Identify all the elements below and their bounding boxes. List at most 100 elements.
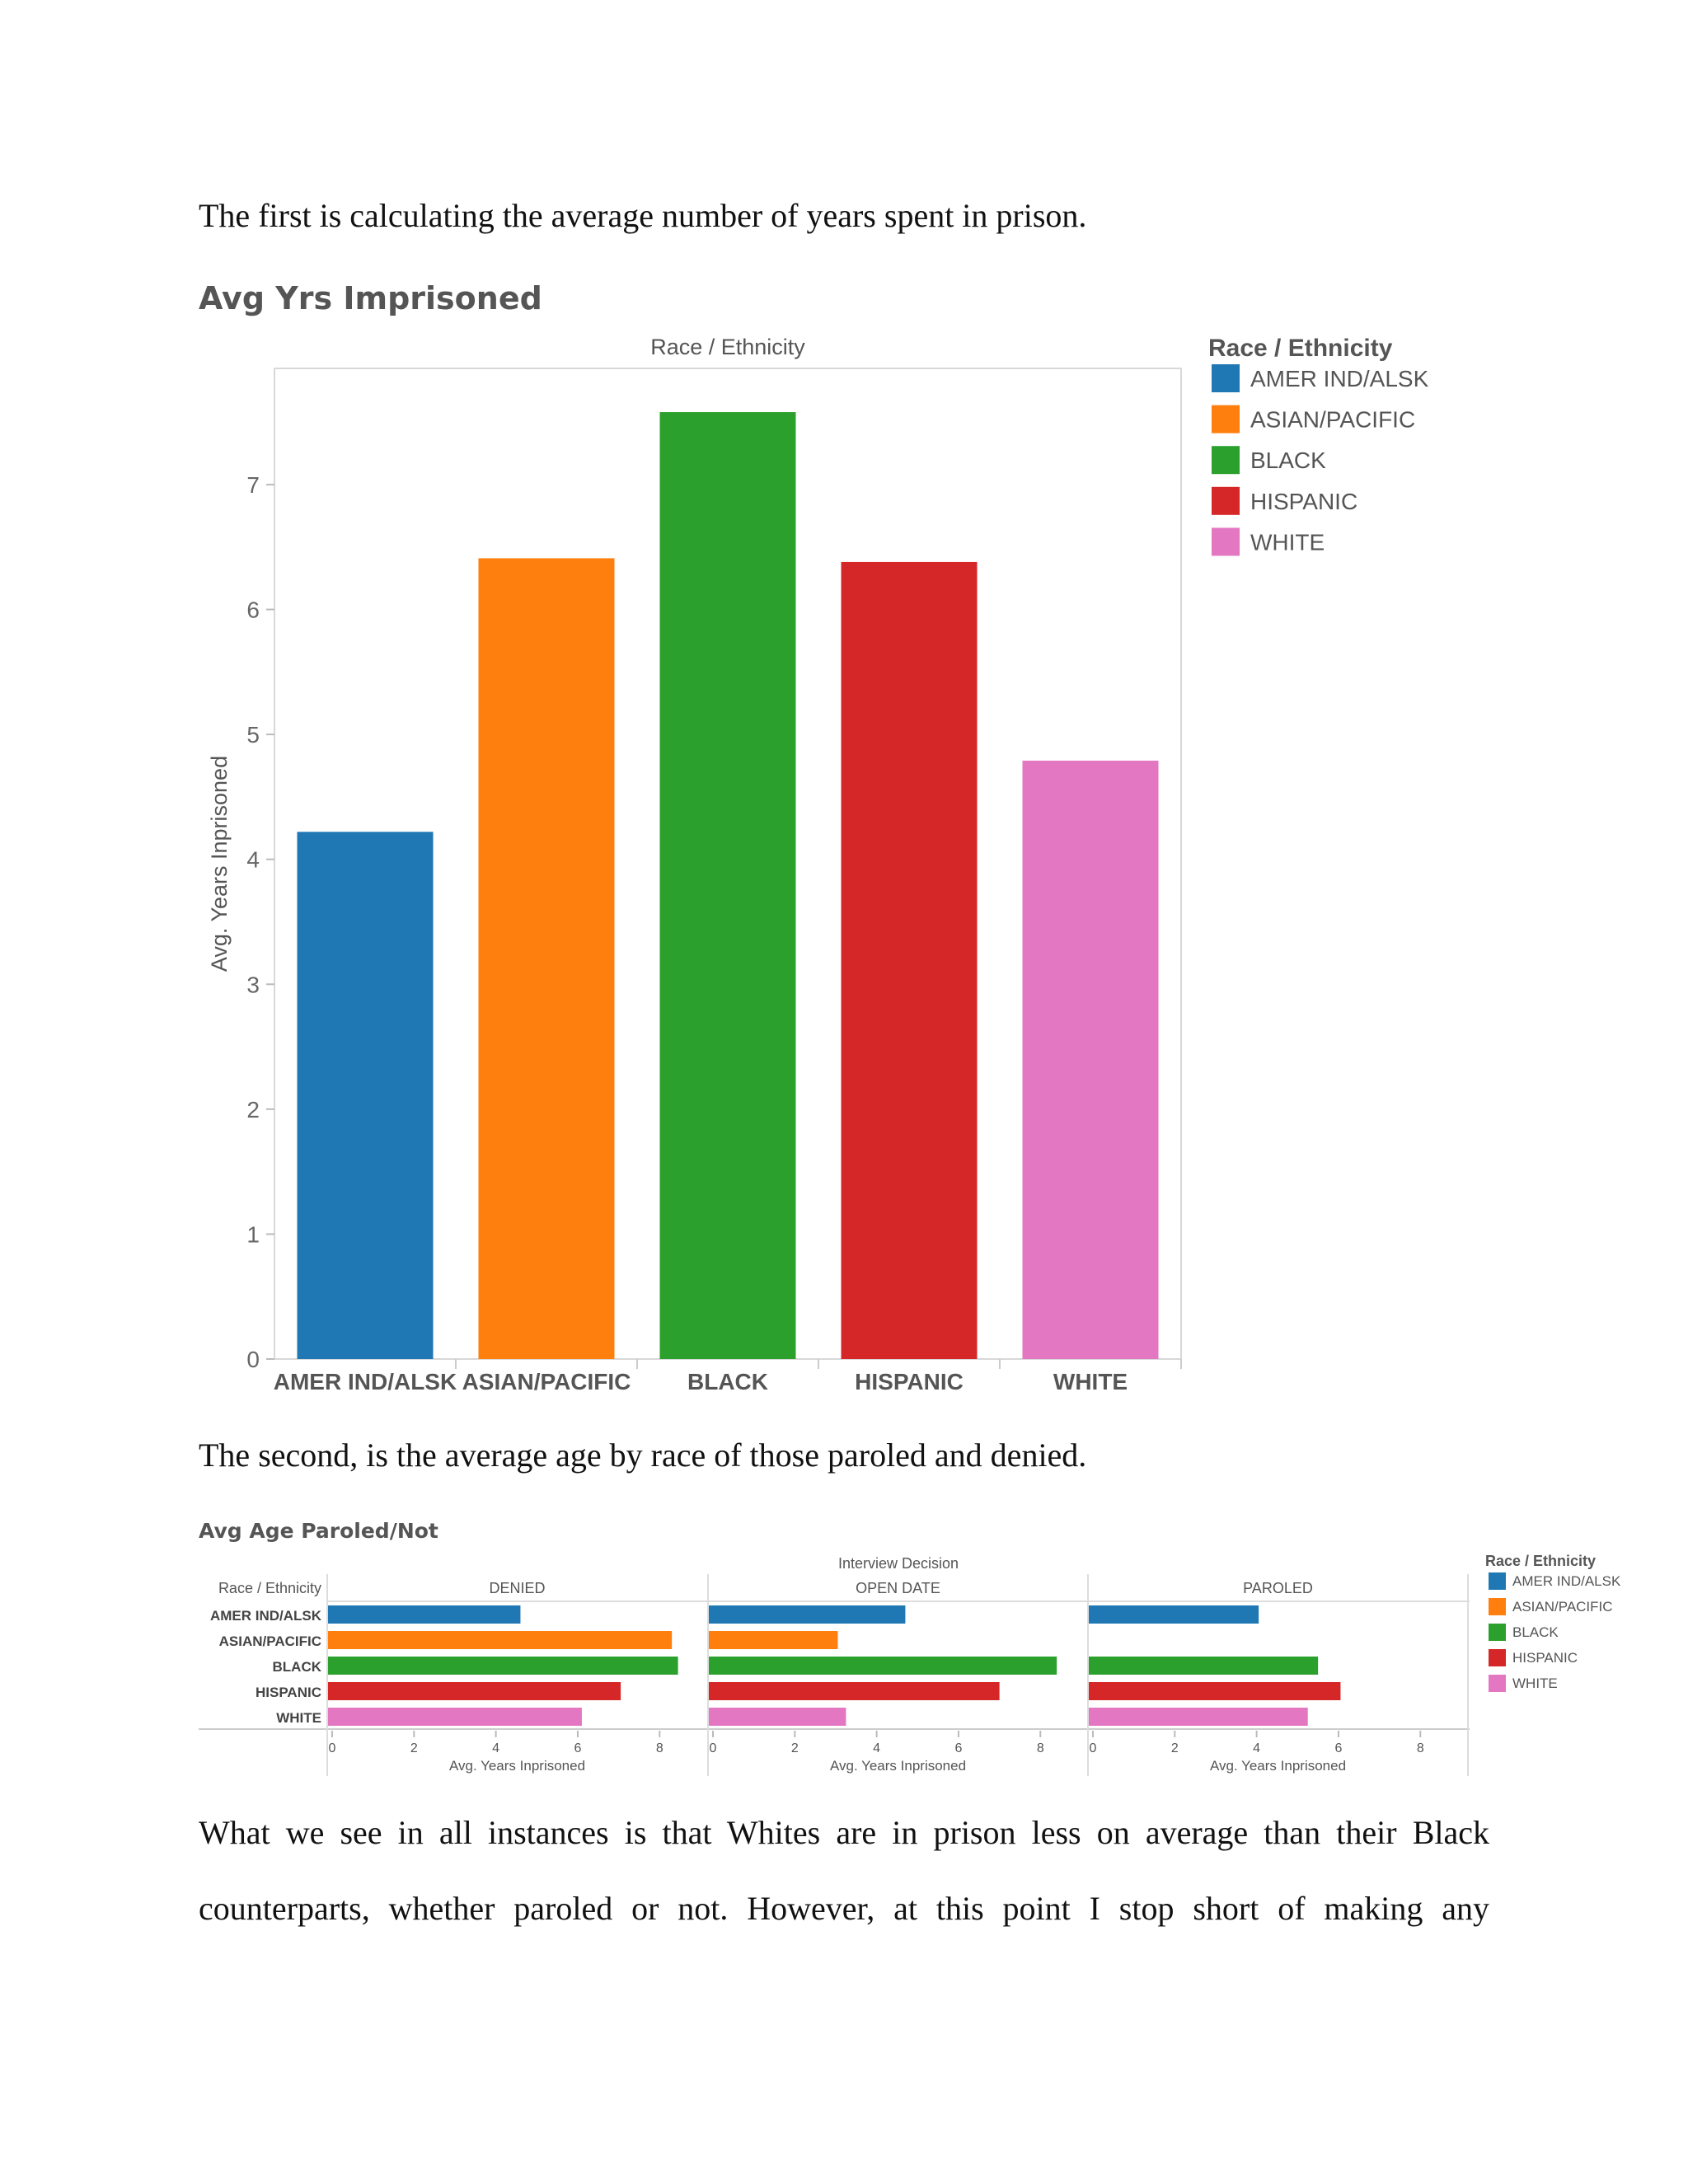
x-tick-label: 8: [656, 1741, 663, 1755]
bar-denied-white: [328, 1708, 582, 1726]
facet-x-axis-title: Avg. Years Inprisoned: [449, 1758, 585, 1774]
legend-swatch: [1212, 364, 1240, 392]
chart1-heading: Avg Yrs Imprisoned: [199, 280, 542, 316]
chart1-y-axis-title: Avg. Years Inprisoned: [207, 756, 232, 972]
x-tick-label: 2: [410, 1741, 418, 1755]
bar-denied-black: [328, 1657, 678, 1675]
y-tick-label: 0: [246, 1347, 260, 1372]
legend-label: HISPANIC: [1512, 1650, 1578, 1666]
x-tick-label: 0: [1090, 1741, 1097, 1755]
bar-black: [659, 412, 796, 1359]
legend-label: ASIAN/PACIFIC: [1250, 407, 1415, 433]
legend-swatch: [1212, 446, 1240, 475]
legend-item-black: BLACK: [1212, 446, 1326, 475]
x-tick-label: 0: [329, 1741, 336, 1755]
facet-paroled: PAROLED 0 2 4 6 8 Avg. Years Inprisoned: [1087, 1574, 1424, 1776]
avg-years-imprisoned-chart: Race / Ethnicity Avg. Years Inprisoned 0…: [207, 335, 1429, 1394]
facet-denied: DENIED 0 2 4 6 8 Avg. Years Inprisoned: [326, 1574, 678, 1776]
facet-x-axis-title: Avg. Years Inprisoned: [1210, 1758, 1346, 1774]
x-tick-label: 4: [873, 1741, 880, 1755]
x-category-label: BLACK: [687, 1369, 768, 1394]
facet-open-date: OPEN DATE 0 2 4 6 8 Avg. Years Inprisoned: [707, 1574, 1057, 1776]
paragraph-1: The first is calculating the average num…: [199, 197, 1087, 234]
legend-label: AMER IND/ALSK: [1512, 1573, 1621, 1589]
legend-item-black: BLACK: [1489, 1624, 1559, 1641]
bar-denied-amer-ind-alsk: [328, 1605, 521, 1624]
legend-item-hispanic: HISPANIC: [1212, 486, 1357, 515]
row-label-white: WHITE: [276, 1710, 321, 1726]
x-category-label: ASIAN/PACIFIC: [462, 1369, 631, 1394]
legend-item-amer-ind-alsk: AMER IND/ALSK: [1212, 364, 1429, 392]
paragraph-2: The second, is the average age by race o…: [199, 1436, 1087, 1474]
legend-label: WHITE: [1512, 1675, 1558, 1691]
y-tick-label: 5: [246, 722, 260, 748]
legend-swatch: [1489, 1624, 1506, 1641]
chart2-top-header: Interview Decision: [838, 1555, 959, 1572]
x-tick-label: 4: [1253, 1741, 1260, 1755]
x-tick-label: 0: [710, 1741, 717, 1755]
legend-swatch: [1489, 1598, 1506, 1615]
paragraph-3-line-2: counterparts, whether paroled or not. Ho…: [199, 1890, 1489, 1927]
chart1-legend-title: Race / Ethnicity: [1208, 335, 1393, 362]
chart2-row-header: Race / Ethnicity: [218, 1580, 321, 1596]
row-label-amer-ind-alsk: AMER IND/ALSK: [210, 1608, 322, 1624]
bar-amer-ind-alsk: [297, 832, 434, 1359]
legend-swatch: [1489, 1675, 1506, 1692]
chart2-legend-title: Race / Ethnicity: [1485, 1553, 1596, 1569]
bar-paroled-white: [1089, 1708, 1308, 1726]
legend-swatch: [1489, 1572, 1506, 1590]
x-tick-label: 8: [1037, 1741, 1044, 1755]
facet-header: PAROLED: [1243, 1580, 1313, 1596]
legend-item-white: WHITE: [1212, 527, 1325, 556]
facet-header: OPEN DATE: [856, 1580, 940, 1596]
x-tick-label: 2: [791, 1741, 799, 1755]
facet-x-axis-title: Avg. Years Inprisoned: [830, 1758, 966, 1774]
x-tick-label: 6: [574, 1741, 582, 1755]
paragraph-3-line-1: What we see in all instances is that Whi…: [199, 1814, 1489, 1851]
x-tick-label: 2: [1171, 1741, 1179, 1755]
x-category-label: AMER IND/ALSK: [274, 1369, 457, 1394]
legend-label: WHITE: [1250, 529, 1325, 555]
x-tick-label: 6: [1335, 1741, 1343, 1755]
bar-hispanic: [841, 561, 978, 1359]
legend-label: BLACK: [1512, 1624, 1559, 1640]
legend-swatch: [1212, 527, 1240, 556]
y-tick-label: 7: [246, 472, 260, 498]
chart1-column-header: Race / Ethnicity: [650, 335, 805, 359]
y-tick-label: 3: [246, 972, 260, 997]
bar-denied-asian-pacific: [328, 1631, 673, 1649]
legend-item-hispanic: HISPANIC: [1489, 1649, 1578, 1666]
bar-open-date-hispanic: [709, 1682, 1000, 1700]
bar-paroled-black: [1089, 1657, 1319, 1675]
x-tick-label: 4: [492, 1741, 499, 1755]
legend-item-asian-pacific: ASIAN/PACIFIC: [1212, 405, 1415, 434]
legend-item-white: WHITE: [1489, 1675, 1558, 1692]
y-tick-label: 4: [246, 847, 260, 873]
bar-white: [1022, 760, 1159, 1359]
y-tick-label: 2: [246, 1097, 260, 1122]
bar-open-date-white: [709, 1708, 846, 1726]
row-label-hispanic: HISPANIC: [256, 1685, 321, 1700]
facet-header: DENIED: [489, 1580, 545, 1596]
x-category-label: WHITE: [1053, 1369, 1128, 1394]
legend-label: AMER IND/ALSK: [1250, 366, 1429, 391]
legend-item-amer-ind-alsk: AMER IND/ALSK: [1489, 1572, 1621, 1590]
bar-asian-pacific: [478, 558, 615, 1359]
row-label-asian-pacific: ASIAN/PACIFIC: [219, 1633, 321, 1649]
y-tick-label: 1: [246, 1221, 260, 1247]
bar-denied-hispanic: [328, 1682, 621, 1700]
legend-swatch: [1489, 1649, 1506, 1666]
x-tick-label: 8: [1417, 1741, 1424, 1755]
chart2-heading: Avg Age Paroled/Not: [199, 1519, 438, 1543]
bar-open-date-amer-ind-alsk: [709, 1605, 906, 1624]
legend-swatch: [1212, 486, 1240, 515]
bar-paroled-amer-ind-alsk: [1089, 1605, 1259, 1624]
legend-label: ASIAN/PACIFIC: [1512, 1599, 1613, 1615]
row-label-black: BLACK: [273, 1659, 322, 1675]
bar-open-date-asian-pacific: [709, 1631, 838, 1649]
bar-paroled-hispanic: [1089, 1682, 1341, 1700]
x-category-label: HISPANIC: [855, 1369, 964, 1394]
legend-label: HISPANIC: [1250, 489, 1357, 514]
x-tick-label: 6: [955, 1741, 963, 1755]
legend-swatch: [1212, 405, 1240, 434]
